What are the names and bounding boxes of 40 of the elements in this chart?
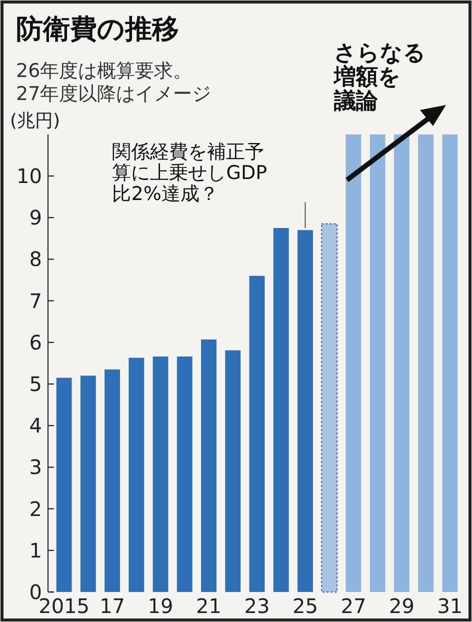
x-tick-label: 23	[244, 594, 270, 618]
bar	[225, 350, 241, 592]
bar	[370, 134, 386, 592]
y-axis-title: (兆円)	[10, 110, 60, 132]
bar	[394, 134, 410, 592]
bar	[56, 378, 72, 592]
x-tick-label: 21	[196, 594, 222, 618]
bar	[249, 276, 265, 592]
bar	[346, 134, 362, 592]
y-tick-label: 7	[29, 288, 42, 313]
y-tick-label: 10	[16, 164, 42, 188]
bar	[80, 376, 96, 592]
x-tick-label: 31	[437, 594, 463, 618]
y-tick-label: 4	[29, 414, 42, 438]
annotation: 関係経費を補正予算に上乗せしGDP比2%達成？	[112, 141, 268, 205]
bar	[201, 339, 216, 592]
chart-title: 防衛費の推移	[16, 14, 179, 45]
y-tick-label: 2	[29, 496, 42, 521]
bar	[152, 356, 168, 592]
bar	[298, 230, 313, 592]
x-tick-label: 25	[292, 594, 318, 618]
y-tick-label: 9	[29, 206, 42, 230]
bar	[176, 356, 192, 592]
bar	[321, 223, 338, 593]
y-tick-label: 6	[29, 330, 42, 354]
chart-subtitle: 26年度は概算要求。27年度以降はイメージ	[16, 60, 212, 105]
y-tick-label: 5	[29, 372, 42, 396]
y-tick-label: 3	[29, 455, 42, 480]
x-tick-label: 29	[388, 594, 414, 618]
bar	[104, 369, 120, 592]
bar	[273, 228, 289, 592]
y-tick-label: 8	[29, 247, 42, 272]
x-tick-label: 17	[100, 594, 126, 618]
bar	[128, 358, 144, 592]
x-tick-label: 19	[148, 594, 174, 618]
bar	[418, 134, 434, 592]
bar	[442, 134, 458, 592]
y-tick-label: 1	[29, 538, 42, 562]
x-tick-label: 27	[340, 594, 366, 618]
text: さらなる増額を議論	[333, 41, 426, 114]
